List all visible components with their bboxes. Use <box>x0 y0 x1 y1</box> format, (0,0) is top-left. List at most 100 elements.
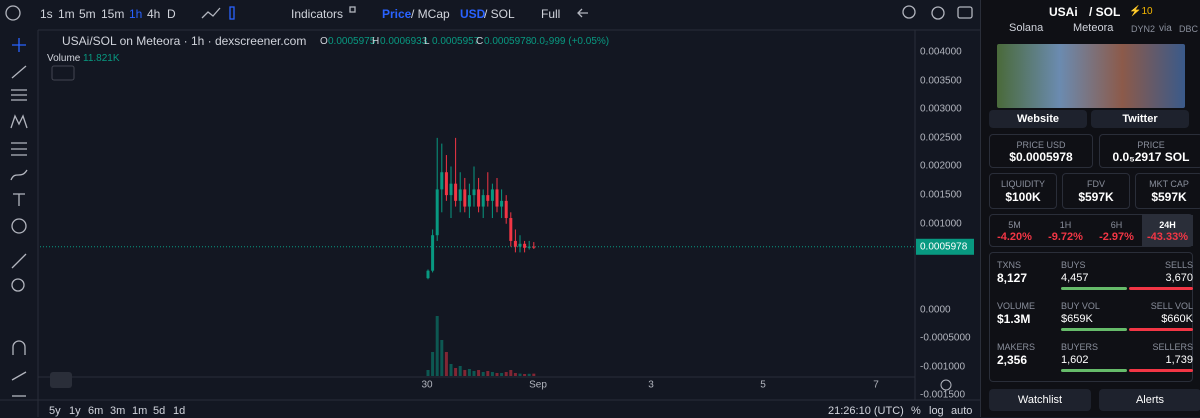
volume-bar <box>458 366 462 376</box>
crosshair-tool[interactable] <box>12 38 26 52</box>
candle-body <box>444 172 448 196</box>
volume-bar <box>467 369 471 376</box>
pattern-tool[interactable] <box>10 114 28 129</box>
interval-button[interactable]: 5m <box>79 7 96 21</box>
dex-tag: DYN2 <box>1131 24 1156 34</box>
candles <box>426 137 536 280</box>
metric-value: $597K <box>1151 190 1187 204</box>
candle-body <box>527 246 531 248</box>
add-symbol[interactable] <box>5 5 21 21</box>
chart-style[interactable] <box>201 7 221 19</box>
stat-value: 1,739 <box>1165 354 1193 366</box>
sell-bar <box>1129 369 1193 372</box>
interval-button[interactable]: 1m <box>58 7 75 21</box>
range-button[interactable]: 1d <box>173 405 186 417</box>
stat-label: SELLERS <box>1152 342 1193 352</box>
left-tools[interactable] <box>10 38 28 397</box>
candle-body <box>458 189 462 201</box>
metric-card <box>1062 173 1130 209</box>
symbol-title: USAi/SOL on Meteora · 1h · dexscreener.c… <box>62 34 307 48</box>
emoji-tool[interactable] <box>11 218 27 234</box>
range-button[interactable]: 3m <box>110 405 126 417</box>
indicators-button[interactable]: Indicators <box>291 7 344 21</box>
time-axis-label: 30 <box>421 380 433 391</box>
mcap-toggle[interactable]: / MCap <box>411 7 450 21</box>
volume-bar <box>486 371 490 376</box>
collapse-legend[interactable] <box>51 65 75 81</box>
undo[interactable] <box>577 8 588 18</box>
change-label[interactable]: 6H <box>1110 220 1123 230</box>
ohlc-value: 0.0005957 <box>432 36 480 47</box>
scale-option[interactable]: log <box>929 405 944 417</box>
usd-toggle[interactable]: USD <box>460 7 486 21</box>
volume-bar <box>472 371 476 376</box>
axis-settings[interactable] <box>940 379 952 391</box>
change-label[interactable]: 24H <box>1159 220 1176 230</box>
screenshot[interactable] <box>957 6 973 19</box>
ohlc-key: H <box>372 36 380 47</box>
ruler-tool[interactable] <box>11 253 27 269</box>
price-axis-label: 0.0000 <box>920 305 951 316</box>
range-button[interactable]: 6m <box>88 405 104 417</box>
time-axis-label: 5 <box>760 380 766 391</box>
range-button[interactable]: 1y <box>69 405 81 417</box>
price-axis-label: 0.002500 <box>920 133 962 144</box>
brush-tool[interactable] <box>10 169 28 181</box>
magnet-tool[interactable] <box>12 340 26 355</box>
price-axis-label: -0.0005000 <box>920 333 971 344</box>
fib-tool[interactable] <box>11 89 27 101</box>
interval-button[interactable]: 1s <box>40 7 53 21</box>
price-axis-label: 0.001000 <box>920 219 962 230</box>
projection-tool[interactable] <box>11 142 27 156</box>
change-label[interactable]: 1H <box>1059 220 1072 230</box>
line-tool[interactable] <box>11 65 27 79</box>
volume-bar <box>523 374 527 376</box>
layouts[interactable] <box>349 6 356 13</box>
volume-bar <box>435 316 439 376</box>
interval-button[interactable]: 15m <box>101 7 125 21</box>
buy-bar <box>1061 328 1127 331</box>
action-button[interactable]: Watchlist <box>989 389 1091 411</box>
link-button[interactable]: Twitter <box>1091 110 1189 128</box>
chain-name: Solana <box>1009 22 1044 34</box>
ohlc-value: 0.0006933 <box>380 36 428 47</box>
scale-option[interactable]: % <box>911 405 921 417</box>
volume-bars <box>426 316 536 376</box>
search[interactable] <box>902 5 916 19</box>
action-button[interactable]: Alerts <box>1099 389 1200 411</box>
time-axis-label: 3 <box>648 380 654 391</box>
sol-toggle[interactable]: / SOL <box>484 7 515 21</box>
stat-value: $660K <box>1161 313 1193 325</box>
candle-body <box>486 195 490 201</box>
price-card <box>989 134 1093 168</box>
price-axis-label: 0.002000 <box>920 161 962 172</box>
scale-option[interactable]: auto <box>951 405 973 417</box>
interval-button[interactable]: 4h <box>147 7 161 21</box>
candle-body <box>481 195 485 207</box>
candle-body <box>467 195 471 207</box>
range-button[interactable]: 5d <box>153 405 166 417</box>
candle-body <box>454 183 458 201</box>
link-button[interactable]: Website <box>989 110 1087 128</box>
change-label[interactable]: 5M <box>1008 220 1021 230</box>
top-icons[interactable] <box>5 5 973 21</box>
zoom-tool[interactable] <box>11 278 25 292</box>
range-button[interactable]: 1m <box>132 405 148 417</box>
stat-value: $1.3M <box>997 312 1031 326</box>
stat-label: BUY VOL <box>1061 301 1100 311</box>
candle-body <box>435 189 439 236</box>
candle-style[interactable] <box>229 6 235 20</box>
change-value: -2.97% <box>1099 231 1134 243</box>
token-symbol: USAi <box>1049 5 1078 19</box>
price-toggle[interactable]: Price <box>382 7 412 21</box>
full-button[interactable]: Full <box>541 7 561 21</box>
candle-body <box>523 243 527 248</box>
interval-button[interactable]: D <box>167 7 176 21</box>
lock-draw-tool[interactable] <box>11 371 27 381</box>
settings[interactable] <box>931 6 945 20</box>
metric-label: LIQUIDITY <box>1000 179 1045 189</box>
text-tool[interactable] <box>13 193 25 206</box>
range-button[interactable]: 5y <box>49 405 61 417</box>
interval-button[interactable]: 1h <box>129 7 143 21</box>
